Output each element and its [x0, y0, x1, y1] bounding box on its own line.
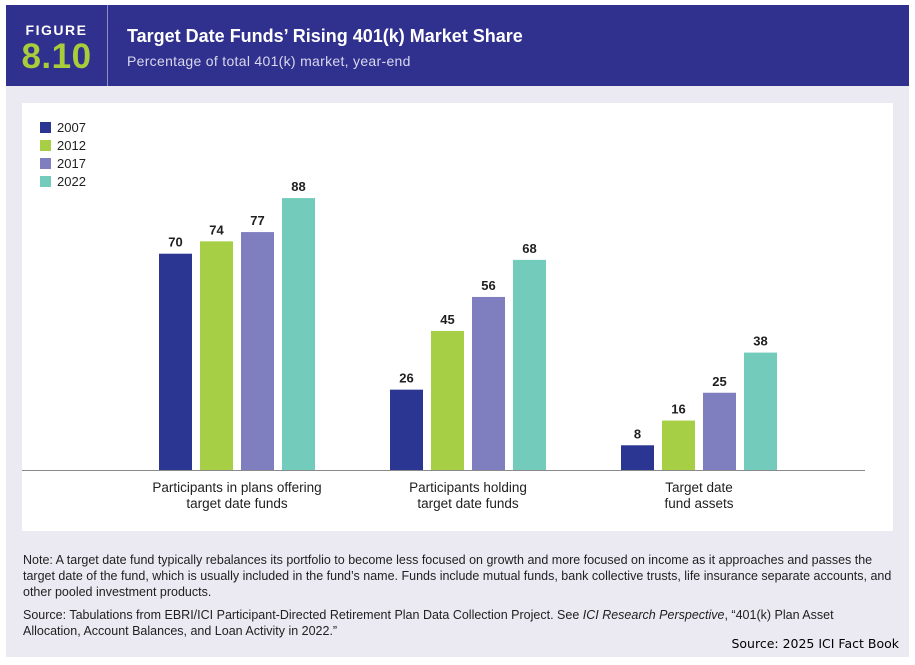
bar-value-label: 70 — [168, 235, 182, 250]
category-label: target date funds — [186, 496, 288, 511]
bar-2022 — [744, 352, 777, 470]
bar-2022 — [513, 259, 546, 470]
bar-2012 — [662, 420, 695, 470]
bar-value-label: 38 — [753, 334, 767, 349]
chart-legend: 2007 2012 2017 2022 — [40, 118, 86, 190]
bar-value-label: 26 — [399, 371, 413, 386]
legend-swatch — [40, 121, 51, 133]
bar-2007 — [390, 389, 423, 470]
figure-number: 8.10 — [21, 37, 92, 76]
category-label: fund assets — [664, 496, 733, 511]
legend-item-2022: 2022 — [40, 172, 86, 190]
source-text: Source: Tabulations from EBRI/ICI Partic… — [23, 607, 893, 639]
bar-2012 — [431, 330, 464, 470]
source-prefix: Source: Tabulations from EBRI/ICI Partic… — [23, 608, 583, 622]
legend-item-2007: 2007 — [40, 118, 86, 136]
bar-value-label: 16 — [671, 402, 685, 417]
legend-swatch — [40, 139, 51, 151]
legend-swatch — [40, 175, 51, 187]
legend-label: 2012 — [57, 137, 86, 153]
source-publication: ICI Research Perspective — [582, 608, 725, 622]
category-label: Participants holding — [409, 480, 527, 495]
bar-2012 — [200, 241, 233, 470]
figure-label: FIGURE — [25, 22, 88, 38]
bar-value-label: 56 — [481, 278, 495, 293]
bar-value-label: 25 — [712, 374, 726, 389]
legend-label: 2007 — [57, 119, 86, 135]
bar-2017 — [472, 296, 505, 470]
header-divider — [107, 5, 108, 86]
chart-title: Target Date Funds’ Rising 401(k) Market … — [127, 26, 523, 46]
bar-value-label: 74 — [209, 222, 224, 237]
bar-value-label: 77 — [250, 213, 264, 228]
bar-2017 — [241, 232, 274, 470]
chart-area: 70 74 77 88 Participants in plans offering ta… — [22, 103, 893, 531]
chart-subtitle: Percentage of total 401(k) market, year-… — [127, 53, 411, 69]
bar-2007 — [159, 253, 192, 470]
category-label: target date funds — [417, 496, 519, 511]
category-label: Participants in plans offering — [152, 480, 321, 495]
source-suffix: , “401(k) Plan Asset Allocation, Account… — [23, 608, 834, 638]
bar-value-label: 68 — [522, 241, 536, 256]
legend-item-2017: 2017 — [40, 154, 86, 172]
bar-value-label: 45 — [440, 312, 454, 327]
figure-header: FIGURE 8.10 Target Date Funds’ Rising 40… — [6, 5, 909, 86]
legend-swatch — [40, 157, 51, 169]
bar-2017 — [703, 392, 736, 470]
legend-label: 2022 — [57, 173, 86, 189]
credit-text: Source: 2025 ICI Fact Book — [731, 636, 899, 651]
note-text: Note: A target date fund typically rebal… — [23, 553, 892, 599]
bar-2007 — [621, 445, 654, 470]
category-label: Target date — [665, 480, 733, 495]
bar-value-label: 88 — [291, 179, 305, 194]
bar-value-label: 8 — [634, 426, 641, 441]
legend-label: 2017 — [57, 155, 86, 171]
bar-2022 — [282, 198, 315, 470]
legend-item-2012: 2012 — [40, 136, 86, 154]
